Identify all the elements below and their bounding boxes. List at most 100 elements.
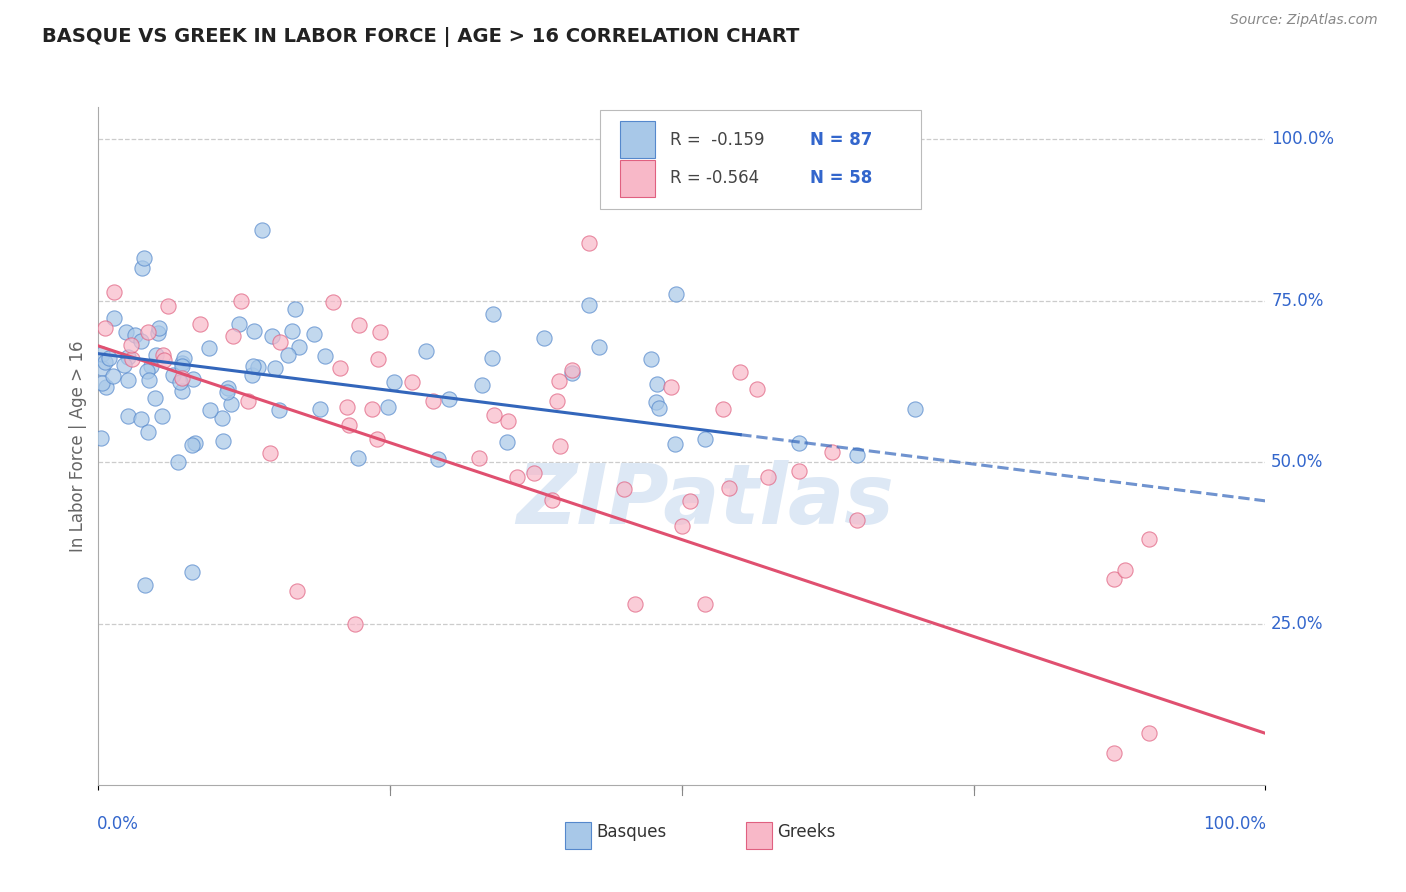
Point: [664, 437, 686, 451]
Point: [103, 311, 125, 326]
Y-axis label: In Labor Force | Age > 16: In Labor Force | Age > 16: [69, 340, 87, 552]
Point: [260, 329, 283, 343]
Point: [173, 351, 195, 365]
Point: [745, 382, 768, 396]
Point: [198, 341, 221, 355]
Point: [337, 418, 360, 433]
Point: [1102, 746, 1125, 760]
Point: [711, 401, 734, 416]
Point: [304, 327, 326, 342]
Point: [228, 317, 250, 331]
Point: [121, 352, 143, 367]
Point: [184, 435, 207, 450]
Point: [695, 432, 717, 446]
Point: [427, 451, 450, 466]
Point: [167, 455, 190, 469]
Point: [288, 340, 311, 354]
Point: [645, 376, 668, 391]
Point: [120, 338, 142, 352]
Point: [181, 372, 204, 386]
Point: [578, 297, 600, 311]
Point: [90, 347, 112, 361]
Point: [94, 355, 117, 369]
Point: [264, 361, 287, 376]
Point: [143, 391, 166, 405]
Point: [561, 363, 583, 377]
Point: [91, 360, 114, 375]
Point: [671, 519, 693, 533]
Point: [152, 352, 174, 367]
Point: [222, 329, 245, 343]
Point: [496, 434, 519, 449]
Point: [314, 349, 336, 363]
Point: [624, 597, 647, 611]
Point: [382, 376, 405, 390]
Point: [522, 467, 544, 481]
Text: ZIPatlas: ZIPatlas: [516, 459, 894, 541]
Point: [115, 326, 138, 340]
Point: [236, 394, 259, 409]
Point: [94, 380, 117, 394]
Point: [240, 368, 263, 383]
Point: [717, 481, 740, 495]
Point: [481, 351, 503, 365]
Point: [546, 394, 568, 409]
Point: [496, 415, 519, 429]
Point: [336, 400, 359, 414]
Point: [172, 384, 194, 398]
Point: [90, 431, 112, 445]
Point: [172, 356, 194, 370]
Point: [162, 368, 184, 382]
Point: [820, 445, 842, 459]
Point: [482, 307, 505, 321]
Point: [904, 401, 927, 416]
Text: Basques: Basques: [596, 823, 666, 841]
Point: [647, 401, 669, 415]
Text: 100.0%: 100.0%: [1271, 130, 1334, 148]
Point: [136, 425, 159, 439]
Point: [281, 324, 304, 338]
Point: [91, 376, 114, 390]
Point: [112, 358, 135, 372]
Point: [139, 359, 162, 373]
Point: [231, 294, 253, 309]
Point: [1114, 563, 1136, 577]
Text: N = 58: N = 58: [810, 169, 873, 187]
Point: [329, 360, 352, 375]
Point: [659, 380, 682, 394]
Point: [169, 375, 191, 389]
Point: [250, 223, 273, 237]
Point: [468, 450, 491, 465]
Point: [285, 584, 308, 599]
Point: [172, 359, 194, 374]
Point: [695, 597, 717, 611]
Point: [377, 400, 399, 414]
Point: [846, 448, 869, 462]
FancyBboxPatch shape: [600, 111, 921, 209]
Point: [422, 393, 444, 408]
Point: [787, 436, 810, 450]
Point: [506, 469, 529, 483]
Text: BASQUE VS GREEK IN LABOR FORCE | AGE > 16 CORRELATION CHART: BASQUE VS GREEK IN LABOR FORCE | AGE > 1…: [42, 27, 800, 46]
Point: [344, 616, 367, 631]
Point: [243, 325, 266, 339]
Point: [98, 351, 121, 366]
Point: [284, 302, 307, 317]
Point: [148, 326, 170, 340]
Point: [730, 365, 752, 379]
Point: [578, 235, 600, 250]
Point: [787, 464, 810, 478]
Point: [471, 378, 494, 392]
Point: [117, 350, 139, 364]
Point: [247, 359, 270, 374]
Point: [309, 401, 332, 416]
Point: [346, 450, 368, 465]
Point: [679, 494, 702, 508]
Point: [561, 366, 583, 380]
Point: [613, 482, 636, 496]
Point: [548, 439, 571, 453]
Point: [150, 409, 173, 424]
FancyBboxPatch shape: [620, 121, 655, 158]
Text: N = 87: N = 87: [810, 130, 873, 149]
Point: [665, 287, 688, 301]
